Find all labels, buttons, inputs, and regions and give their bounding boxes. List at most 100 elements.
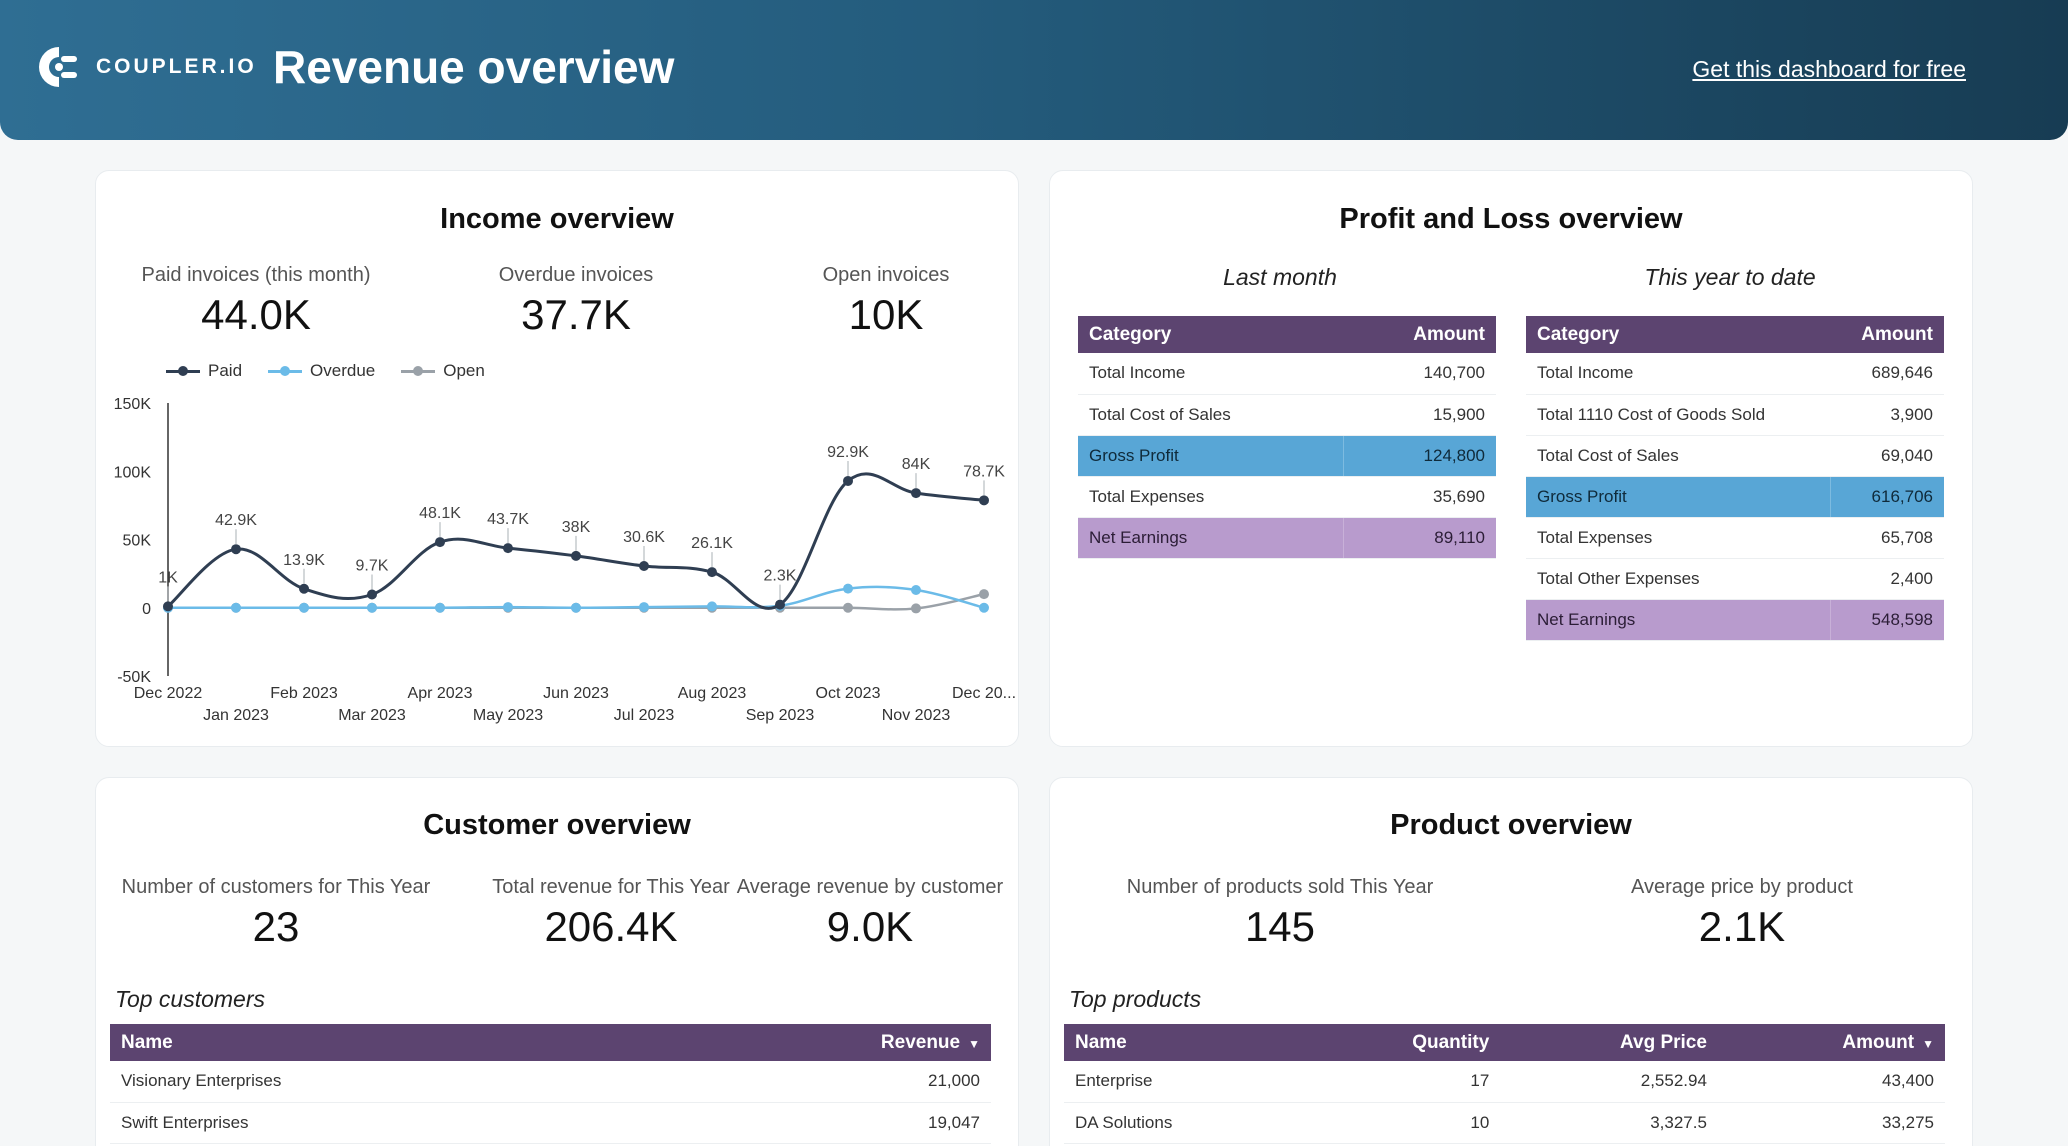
- cell-category: Total Expenses: [1078, 476, 1344, 518]
- cell-quantity: 10: [1302, 1102, 1501, 1144]
- sort-desc-icon[interactable]: ▼: [968, 1036, 980, 1051]
- col-amount-sort[interactable]: Amount ▼: [1717, 1024, 1945, 1061]
- data-label-paid: 42.9K: [215, 512, 257, 529]
- cell-amount: 35,690: [1343, 476, 1496, 518]
- data-label-paid: 2.3K: [764, 568, 797, 585]
- data-label-paid: 48.1K: [419, 505, 461, 522]
- cell-name: Enterprise: [1064, 1061, 1303, 1103]
- product-overview-card: Product overview Number of products sold…: [1049, 777, 1973, 1146]
- x-tick-label: May 2023: [473, 707, 543, 724]
- data-point-overdue: [435, 602, 445, 613]
- data-label-paid: 92.9K: [827, 444, 869, 461]
- table-row: Total Income 140,700: [1078, 353, 1496, 395]
- data-label-paid: 9.7K: [356, 558, 389, 575]
- top-products-label: Top products: [1069, 986, 1202, 1012]
- data-point-paid: [231, 544, 241, 555]
- kpi-average-revenue: Average revenue by customer 9.0K: [720, 876, 1020, 951]
- cell-category: Net Earnings: [1526, 599, 1830, 641]
- data-point-paid: [163, 601, 173, 612]
- top-products-table: Name Quantity Avg Price Amount ▼ Enterpri…: [1064, 1024, 1945, 1144]
- kpi-label: Number of customers for This Year: [121, 876, 431, 898]
- x-tick-label: Jan 2023: [203, 707, 269, 724]
- data-point-paid: [367, 589, 377, 600]
- kpi-open-invoices: Open invoices 10K: [736, 264, 1036, 339]
- col-name[interactable]: Name: [110, 1024, 640, 1061]
- x-tick-label: Dec 20...: [952, 685, 1016, 702]
- kpi-number-of-customers: Number of customers for This Year 23: [96, 876, 456, 951]
- cell-category: Total Other Expenses: [1526, 558, 1830, 600]
- kpi-value: 44.0K: [201, 291, 311, 338]
- income-overview-card: Income overview Paid invoices (this mont…: [95, 170, 1019, 747]
- table-row: Total Other Expenses 2,400: [1526, 558, 1944, 600]
- col-revenue-sort[interactable]: Revenue ▼: [639, 1024, 991, 1061]
- legend-overdue[interactable]: Overdue: [268, 361, 375, 381]
- data-point-overdue: [843, 583, 853, 594]
- legend-open[interactable]: Open: [401, 361, 485, 381]
- legend-label: Paid: [208, 361, 243, 380]
- sort-desc-icon[interactable]: ▼: [1922, 1036, 1934, 1051]
- cell-amount: 689,646: [1830, 353, 1944, 395]
- data-point-overdue: [503, 602, 513, 613]
- cell-category: Total Cost of Sales: [1526, 435, 1830, 477]
- data-point-overdue: [639, 602, 649, 613]
- legend-paid[interactable]: Paid: [166, 361, 242, 381]
- cell-amount: 33,275: [1717, 1102, 1945, 1144]
- data-point-paid: [979, 495, 989, 506]
- income-overview-title: Income overview: [440, 203, 674, 235]
- col-category[interactable]: Category: [1078, 316, 1344, 353]
- col-category[interactable]: Category: [1526, 316, 1830, 353]
- table-row: Total Expenses 65,708: [1526, 517, 1944, 559]
- legend-label: Overdue: [310, 361, 376, 380]
- data-label-paid: 13.9K: [283, 552, 325, 569]
- cell-category: Total Cost of Sales: [1078, 394, 1344, 436]
- data-point-overdue: [911, 585, 921, 596]
- cell-amount: 140,700: [1343, 353, 1496, 395]
- data-point-overdue: [299, 602, 309, 613]
- cell-amount: 15,900: [1343, 394, 1496, 436]
- col-revenue: Revenue: [880, 1031, 961, 1053]
- customer-overview-title: Customer overview: [423, 809, 691, 841]
- table-row-net-earnings: Net Earnings 89,110: [1078, 517, 1496, 559]
- cell-amount: 616,706: [1829, 476, 1944, 518]
- cell-amount: 89,110: [1343, 517, 1496, 559]
- data-point-overdue: [231, 602, 241, 613]
- col-amount[interactable]: Amount: [1830, 316, 1944, 353]
- coupler-logo[interactable]: COUPLER.IO: [36, 44, 257, 90]
- data-point-overdue: [571, 602, 581, 613]
- col-name[interactable]: Name: [1064, 1024, 1303, 1061]
- col-avg-price[interactable]: Avg Price: [1500, 1024, 1718, 1061]
- data-point-paid: [911, 488, 921, 499]
- y-tick-label: 150K: [114, 396, 152, 413]
- page-title: Revenue overview: [273, 41, 675, 93]
- pnl-overview-card: Profit and Loss overview Last month This…: [1049, 170, 1973, 747]
- col-amount[interactable]: Amount: [1343, 316, 1496, 353]
- y-tick-label: -50K: [117, 669, 151, 686]
- cell-avg-price: 3,327.5: [1500, 1102, 1718, 1144]
- cell-amount: 3,900: [1830, 394, 1944, 436]
- cell-amount: 124,800: [1343, 435, 1496, 477]
- table-row-net-earnings: Net Earnings 548,598: [1526, 599, 1944, 641]
- kpi-label: Total revenue for This Year: [492, 876, 730, 898]
- kpi-total-revenue: Total revenue for This Year 206.4K: [431, 876, 791, 951]
- logo-text: COUPLER.IO: [96, 55, 257, 78]
- customer-overview-card: Customer overview Number of customers fo…: [95, 777, 1019, 1146]
- get-dashboard-link[interactable]: Get this dashboard for free: [1692, 56, 1966, 82]
- col-quantity[interactable]: Quantity: [1302, 1024, 1501, 1061]
- last-month-label: Last month: [1223, 264, 1337, 290]
- data-point-paid: [775, 599, 785, 610]
- kpi-paid-invoices: Paid invoices (this month) 44.0K: [106, 264, 406, 339]
- kpi-overdue-invoices: Overdue invoices 37.7K: [426, 264, 726, 339]
- kpi-label: Number of products sold This Year: [1126, 876, 1434, 898]
- cell-name: DA Solutions: [1064, 1102, 1303, 1144]
- cell-quantity: 17: [1302, 1061, 1501, 1103]
- x-tick-label: Mar 2023: [338, 707, 406, 724]
- data-label-paid: 78.7K: [963, 463, 1005, 480]
- data-label-paid: 38K: [562, 519, 591, 536]
- table-row: Visionary Enterprises 21,000: [110, 1061, 991, 1103]
- cell-revenue: 19,047: [639, 1102, 991, 1144]
- data-label-paid: 43.7K: [487, 511, 529, 528]
- cell-category: Total Income: [1078, 353, 1344, 395]
- kpi-value: 206.4K: [544, 903, 678, 950]
- cell-category: Total Expenses: [1526, 517, 1830, 559]
